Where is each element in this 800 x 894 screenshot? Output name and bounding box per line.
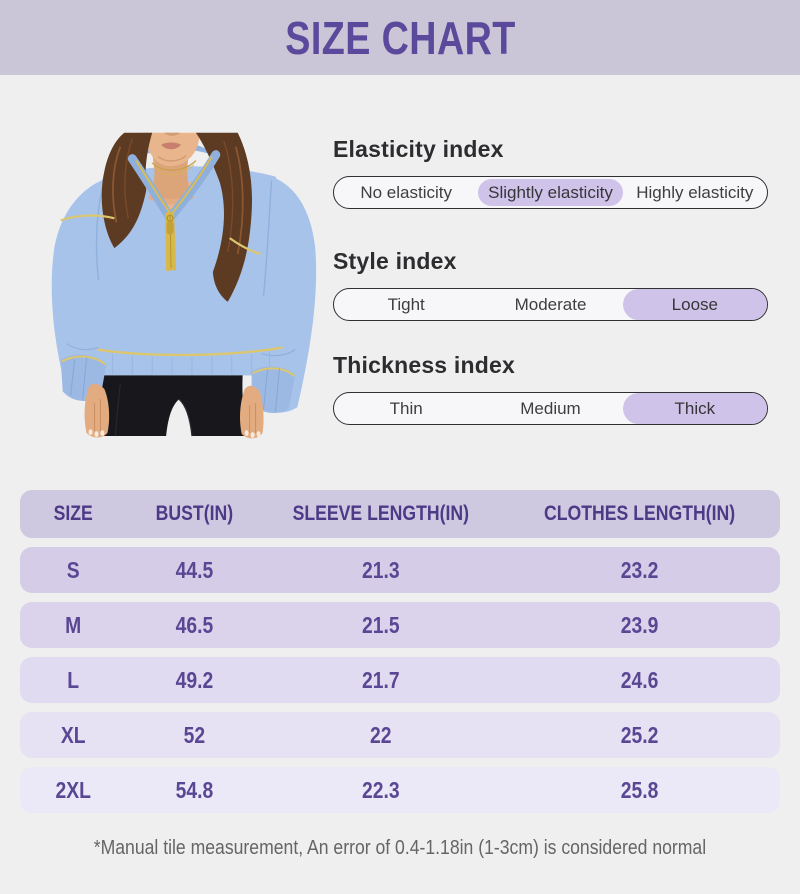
column-header-clothes-length: CLOTHES LENGTH(IN) [543, 502, 735, 525]
cell-clothes-length: 23.9 [620, 611, 659, 638]
column-header-size: SIZE [53, 502, 93, 525]
cell-bust: 52 [184, 721, 206, 748]
table-row-m: M 46.5 21.5 23.9 [20, 602, 780, 648]
necklace [151, 160, 197, 176]
cell-clothes-length: 25.2 [620, 721, 659, 748]
cell-clothes-length: 25.8 [620, 776, 659, 803]
elasticity-index-section: Elasticity index No elasticity Slightly … [333, 136, 768, 209]
size-table-header-row: SIZE BUST(IN) SLEEVE LENGTH(IN) CLOTHES … [20, 490, 780, 538]
table-row-s: S 44.5 21.3 23.2 [20, 547, 780, 593]
column-header-sleeve-length: SLEEVE LENGTH(IN) [292, 502, 470, 525]
option-no-elasticity: No elasticity [360, 182, 452, 202]
cell-clothes-length: 24.6 [620, 666, 659, 693]
top-section: Elasticity index No elasticity Slightly … [0, 75, 800, 490]
hair [101, 132, 252, 302]
cell-bust: 54.8 [175, 776, 214, 803]
pants [94, 375, 246, 437]
table-row-2xl: 2XL 54.8 22.3 25.8 [20, 767, 780, 813]
banner: SIZE CHART [0, 0, 800, 75]
option-thin: Thin [389, 398, 423, 418]
table-row-l: L 49.2 21.7 24.6 [20, 657, 780, 703]
cell-size: M [65, 611, 82, 638]
thickness-index-title: Thickness index [333, 352, 515, 378]
cell-bust: 44.5 [175, 556, 214, 583]
option-highly-elasticity: Highly elasticity [636, 182, 754, 202]
cell-sleeve-length: 21.7 [362, 666, 400, 693]
woman-figure [51, 132, 317, 439]
cell-bust: 46.5 [175, 611, 214, 638]
page-title: SIZE CHART [284, 11, 516, 64]
option-slightly-elasticity-selected: Slightly elasticity [478, 179, 623, 206]
option-medium: Medium [520, 398, 581, 418]
cell-sleeve-length: 21.3 [362, 556, 400, 583]
product-photo [51, 132, 317, 439]
cell-bust: 49.2 [175, 666, 214, 693]
measurement-footnote: *Manual tile measurement, An error of 0.… [93, 837, 707, 859]
option-tight: Tight [387, 294, 425, 314]
lips [161, 142, 182, 150]
style-index-title: Style index [333, 248, 457, 274]
cell-size: L [67, 666, 80, 693]
cell-sleeve-length: 21.5 [362, 611, 400, 638]
hem-band [111, 351, 271, 375]
size-table: SIZE BUST(IN) SLEEVE LENGTH(IN) CLOTHES … [20, 490, 780, 813]
cell-size: 2XL [55, 776, 91, 803]
thickness-index-section: Thickness index Thin Medium Thick [333, 352, 768, 425]
option-moderate: Moderate [514, 294, 587, 314]
column-header-bust: BUST(IN) [156, 502, 234, 525]
hands [84, 383, 264, 439]
cell-sleeve-length: 22 [370, 721, 392, 748]
zipper [127, 150, 221, 271]
style-index-bar: Tight Moderate Loose [333, 288, 768, 321]
thickness-index-bar: Thin Medium Thick [333, 392, 768, 425]
cell-sleeve-length: 22.3 [362, 776, 400, 803]
table-row-xl: XL 52 22 25.2 [20, 712, 780, 758]
cell-size: XL [60, 721, 86, 748]
elasticity-index-bar: No elasticity Slightly elasticity Highly… [333, 176, 768, 209]
contrast-piping [60, 214, 283, 357]
option-thick-selected: Thick [622, 393, 767, 424]
style-index-section: Style index Tight Moderate Loose [333, 248, 768, 321]
option-loose-selected: Loose [622, 289, 767, 320]
elasticity-index-title: Elasticity index [333, 136, 504, 162]
cell-size: S [66, 556, 80, 583]
cell-clothes-length: 23.2 [620, 556, 659, 583]
